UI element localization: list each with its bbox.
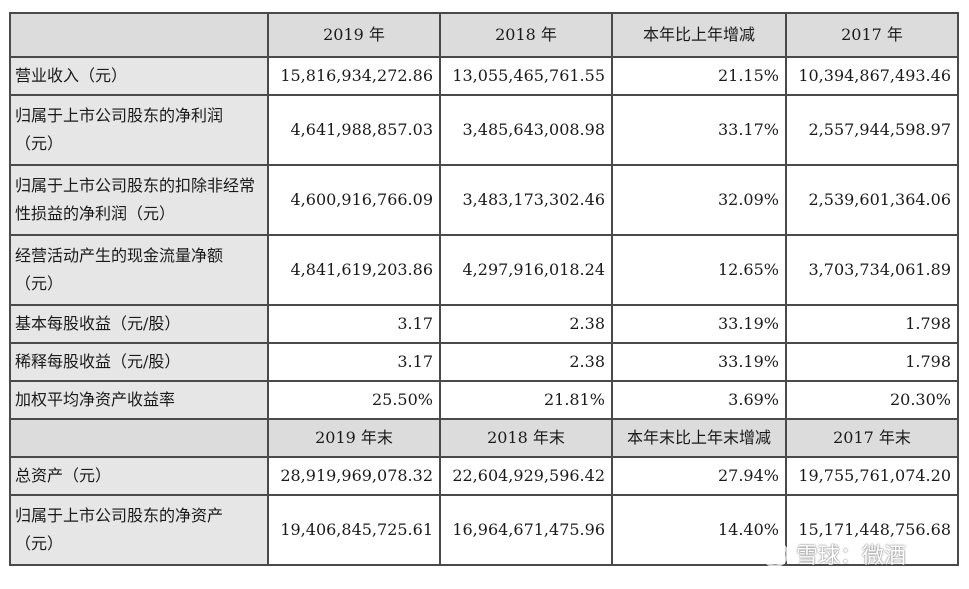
- value-cell: 4,841,619,203.86: [267, 234, 441, 306]
- value-cell: 25.50%: [267, 380, 441, 420]
- value-cell: 1.798: [785, 342, 959, 382]
- value-cell: 27.94%: [611, 456, 787, 496]
- table-row: 稀释每股收益（元/股） 3.17 2.38 33.19% 1.798: [9, 342, 959, 382]
- value-cell: 13,055,465,761.55: [439, 56, 613, 96]
- value-cell: 3,485,643,008.98: [439, 94, 613, 166]
- row-label: 稀释每股收益（元/股）: [9, 342, 269, 382]
- value-cell: 12.65%: [611, 234, 787, 306]
- value-cell: 19,755,761,074.20: [785, 456, 959, 496]
- table-row: 总资产（元） 28,919,969,078.32 22,604,929,596.…: [9, 456, 959, 496]
- value-cell: 2,539,601,364.06: [785, 164, 959, 236]
- value-cell: 33.19%: [611, 342, 787, 382]
- row-label: 归属于上市公司股东的扣除非经常性损益的净利润（元）: [9, 164, 269, 236]
- header-cell: 本年末比上年末增减: [611, 418, 787, 458]
- subheader-corner-cell: [9, 418, 269, 458]
- value-cell: 33.19%: [611, 304, 787, 344]
- value-cell: 28,919,969,078.32: [267, 456, 441, 496]
- header-cell: 2018 年末: [439, 418, 613, 458]
- value-cell: 3,703,734,061.89: [785, 234, 959, 306]
- financial-summary-table: 2019 年 2018 年 本年比上年增减 2017 年 营业收入（元） 15,…: [9, 12, 959, 566]
- value-cell: 21.81%: [439, 380, 613, 420]
- row-label: 经营活动产生的现金流量净额（元）: [9, 234, 269, 306]
- value-cell: 32.09%: [611, 164, 787, 236]
- value-cell: 3,483,173,302.46: [439, 164, 613, 236]
- value-cell: 33.17%: [611, 94, 787, 166]
- table-row: 归属于上市公司股东的净利润（元） 4,641,988,857.03 3,485,…: [9, 94, 959, 166]
- table-header-row: 2019 年 2018 年 本年比上年增减 2017 年: [9, 12, 959, 58]
- table-row: 归属于上市公司股东的扣除非经常性损益的净利润（元） 4,600,916,766.…: [9, 164, 959, 236]
- value-cell: 2.38: [439, 342, 613, 382]
- table-row: 加权平均净资产收益率 25.50% 21.81% 3.69% 20.30%: [9, 380, 959, 420]
- value-cell: 16,964,671,475.96: [439, 494, 613, 566]
- value-cell: 15,171,448,756.68: [785, 494, 959, 566]
- row-label: 加权平均净资产收益率: [9, 380, 269, 420]
- header-cell: 本年比上年增减: [611, 12, 787, 58]
- header-cell: 2019 年末: [267, 418, 441, 458]
- value-cell: 10,394,867,493.46: [785, 56, 959, 96]
- value-cell: 4,641,988,857.03: [267, 94, 441, 166]
- table-subheader-row: 2019 年末 2018 年末 本年末比上年末增减 2017 年末: [9, 418, 959, 458]
- value-cell: 2,557,944,598.97: [785, 94, 959, 166]
- value-cell: 22,604,929,596.42: [439, 456, 613, 496]
- row-label: 归属于上市公司股东的净资产（元）: [9, 494, 269, 566]
- value-cell: 1.798: [785, 304, 959, 344]
- value-cell: 19,406,845,725.61: [267, 494, 441, 566]
- value-cell: 20.30%: [785, 380, 959, 420]
- value-cell: 2.38: [439, 304, 613, 344]
- value-cell: 4,297,916,018.24: [439, 234, 613, 306]
- value-cell: 4,600,916,766.09: [267, 164, 441, 236]
- value-cell: 21.15%: [611, 56, 787, 96]
- value-cell: 15,816,934,272.86: [267, 56, 441, 96]
- header-cell: 2018 年: [439, 12, 613, 58]
- table-row: 归属于上市公司股东的净资产（元） 19,406,845,725.61 16,96…: [9, 494, 959, 566]
- row-label: 归属于上市公司股东的净利润（元）: [9, 94, 269, 166]
- value-cell: 3.69%: [611, 380, 787, 420]
- header-corner-cell: [9, 12, 269, 58]
- value-cell: 3.17: [267, 342, 441, 382]
- table-row: 基本每股收益（元/股） 3.17 2.38 33.19% 1.798: [9, 304, 959, 344]
- header-cell: 2017 年末: [785, 418, 959, 458]
- table-row: 营业收入（元） 15,816,934,272.86 13,055,465,761…: [9, 56, 959, 96]
- header-cell: 2019 年: [267, 12, 441, 58]
- header-cell: 2017 年: [785, 12, 959, 58]
- table-row: 经营活动产生的现金流量净额（元） 4,841,619,203.86 4,297,…: [9, 234, 959, 306]
- value-cell: 3.17: [267, 304, 441, 344]
- row-label: 营业收入（元）: [9, 56, 269, 96]
- row-label: 基本每股收益（元/股）: [9, 304, 269, 344]
- value-cell: 14.40%: [611, 494, 787, 566]
- row-label: 总资产（元）: [9, 456, 269, 496]
